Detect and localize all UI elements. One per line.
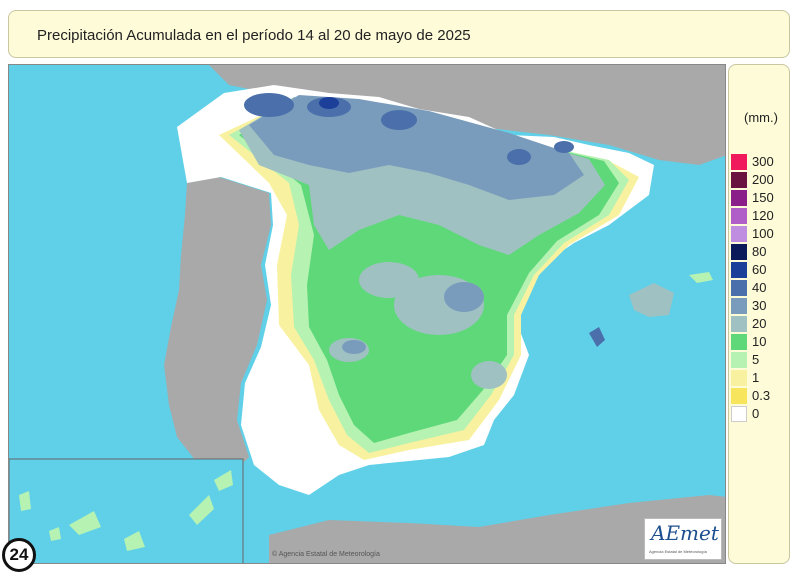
ibiza [589,327,605,347]
legend-swatch [731,316,747,332]
legend-label: 40 [752,280,767,295]
legend-label: 0.3 [752,388,771,403]
precip-teal-patch-2 [359,262,419,298]
legend-panel [728,64,790,564]
legend-swatch [731,280,747,296]
legend-swatch [731,334,747,350]
legend-label: 200 [752,172,774,187]
legend-label: 0 [752,406,760,421]
precip-darker-patch [444,282,484,312]
legend-label: 20 [752,316,767,331]
precip-dark-patch [244,93,294,117]
legend-label: 300 [752,154,774,169]
legend-label: 60 [752,262,767,277]
legend-label: 150 [752,190,774,205]
legend-swatch [731,154,747,170]
legend-swatch [731,388,747,404]
legend-unit: (mm.) [744,110,778,125]
legend-swatch [731,226,747,242]
precip-darker-patch-2 [342,340,366,354]
legend-label: 80 [752,244,767,259]
legend-swatch [731,370,747,386]
channel-badge: 24 [2,538,36,572]
legend-label: 10 [752,334,767,349]
canary-island-2 [69,511,101,535]
legend-label: 5 [752,352,760,367]
legend-label: 1 [752,370,760,385]
canary-island [19,491,31,511]
legend-swatch [731,244,747,260]
africa-land [269,495,725,563]
precip-dark-patch-3 [381,110,417,130]
precipitation-map [8,64,726,564]
legend-swatch [731,298,747,314]
legend-swatch [731,352,747,368]
france-land [209,65,725,165]
precip-dark-patch-5 [554,141,574,153]
precip-dark-patch-4 [507,149,531,165]
title-panel: Precipitación Acumulada en el período 14… [8,10,790,58]
aemet-logo: AEmet Agencia Estatal de Meteorología [644,518,722,560]
precip-teal-patch-4 [471,361,507,389]
legend-label: 100 [752,226,774,241]
precip-darker [249,95,584,200]
mallorca [629,283,674,317]
legend-label: 120 [752,208,774,223]
legend-swatch [731,262,747,278]
canary-island-3 [124,531,145,551]
copyright-notice: © Agencia Estatal de Meteorología [272,551,380,558]
map-title: Precipitación Acumulada en el período 14… [37,27,471,44]
legend-swatch [731,406,747,422]
legend-swatch [731,190,747,206]
portugal-land [164,177,271,469]
canary-island-5 [214,470,233,491]
aemet-logo-subtext: Agencia Estatal de Meteorología [649,549,707,554]
legend-swatch [731,172,747,188]
canary-island-4 [189,495,214,525]
canary-island-6 [49,527,61,541]
precip-darkest-patch [319,97,339,109]
legend-swatch [731,208,747,224]
menorca [689,272,713,283]
aemet-logo-text: AEmet [651,521,719,545]
legend-label: 30 [752,298,767,313]
